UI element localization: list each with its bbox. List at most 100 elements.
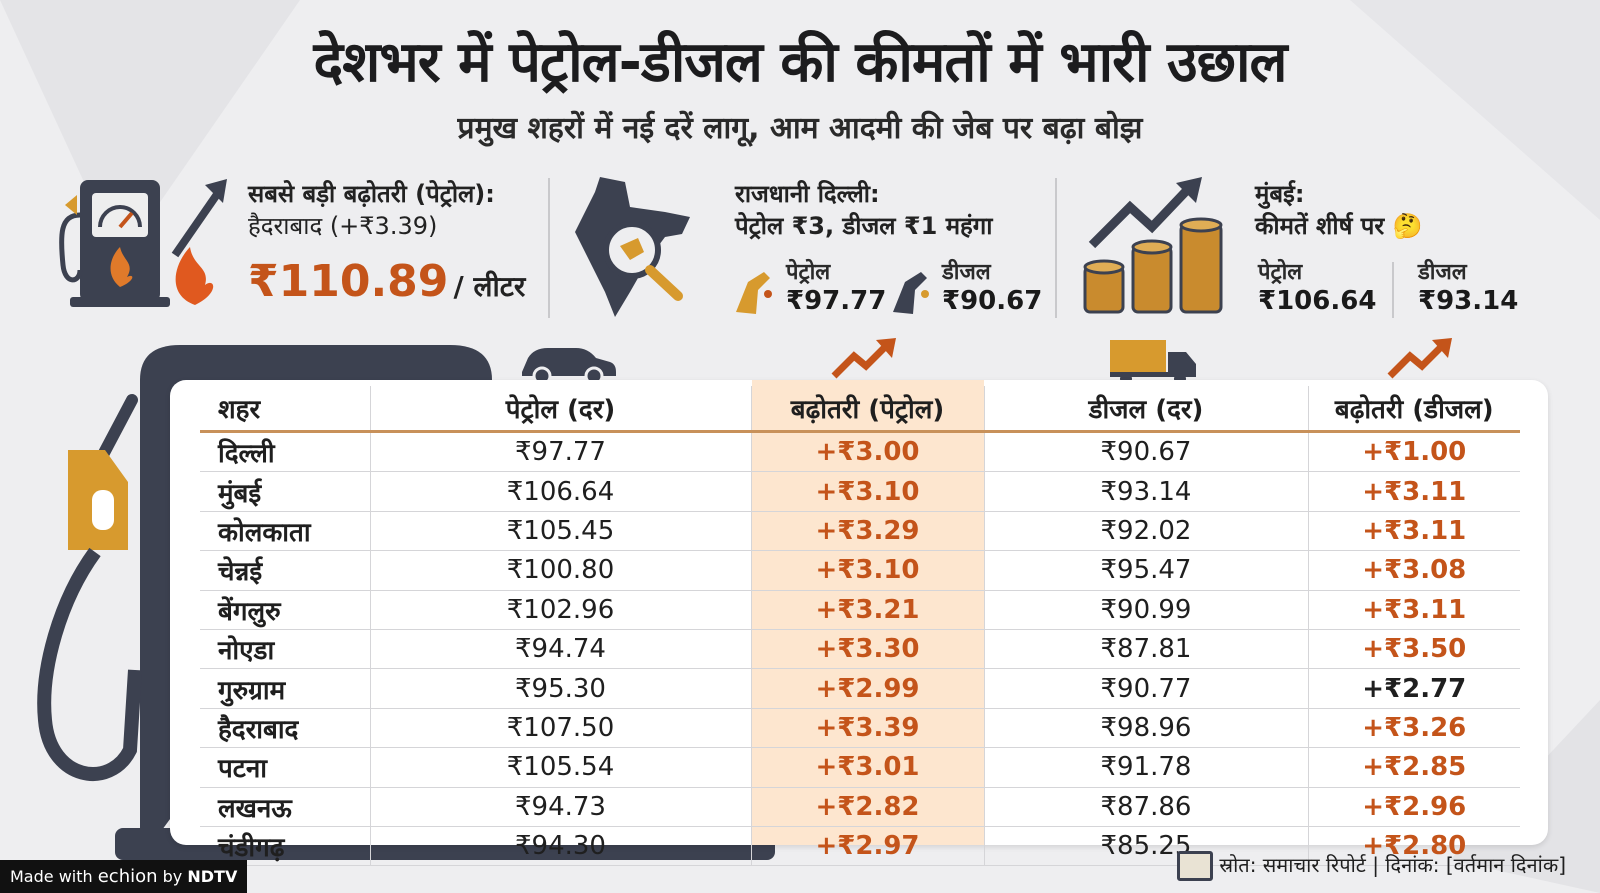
table-row: मुंबई ₹106.64 +₹3.10 ₹93.14 +₹3.11 — [200, 471, 1520, 512]
cell-diesel-increase: +₹3.08 — [1308, 550, 1520, 591]
india-map-magnifier-icon — [575, 177, 690, 317]
table-row: हैदराबाद ₹107.50 +₹3.39 ₹98.96 +₹3.26 — [200, 708, 1520, 749]
trend-up-icon — [831, 338, 896, 379]
panel-delhi-line2: पेट्रोल ₹3, डीजल ₹1 महंगा — [735, 212, 993, 240]
panel-delhi: राजधानी दिल्ली: पेट्रोल ₹3, डीजल ₹1 महंग… — [735, 172, 1045, 322]
cell-city: दिल्ली — [200, 431, 371, 473]
col-header-petrol-increase: बढ़ोतरी (पेट्रोल) — [751, 386, 985, 433]
cell-petrol-rate: ₹95.30 — [370, 668, 752, 709]
cell-diesel-rate: ₹90.99 — [984, 590, 1309, 630]
table-row: चेन्नई ₹100.80 +₹3.10 ₹95.47 +₹3.08 — [200, 550, 1520, 591]
cell-diesel-rate: ₹91.78 — [984, 747, 1309, 788]
cell-diesel-rate: ₹85.25 — [984, 826, 1309, 867]
cell-city: नोएडा — [200, 629, 371, 670]
delhi-diesel-value: ₹90.67 — [942, 286, 1043, 316]
cell-diesel-increase: +₹3.11 — [1308, 511, 1520, 552]
cell-city: हैदराबाद — [200, 708, 371, 749]
cell-diesel-rate: ₹87.81 — [984, 629, 1309, 670]
table-row: चंडीगढ़ ₹94.30 +₹2.97 ₹85.25 +₹2.80 — [200, 826, 1520, 867]
cell-diesel-increase: +₹2.96 — [1308, 787, 1520, 827]
cell-petrol-rate: ₹102.96 — [370, 590, 752, 630]
made-with-badge: Made with echion by NDTV — [0, 860, 248, 893]
cell-petrol-increase: +₹2.97 — [751, 826, 985, 867]
panel-divider — [548, 178, 550, 318]
panel-hyderabad: सबसे बड़ी बढ़ोतरी (पेट्रोल): हैदराबाद (+… — [248, 172, 548, 322]
cell-petrol-rate: ₹107.50 — [370, 708, 752, 749]
coins-growth-icon — [1083, 177, 1223, 314]
cell-petrol-rate: ₹97.77 — [370, 431, 752, 473]
cell-diesel-rate: ₹93.14 — [984, 471, 1309, 512]
cell-petrol-increase: +₹3.39 — [751, 708, 985, 749]
delhi-diesel-label: डीजल — [942, 260, 991, 285]
col-header-city: शहर — [200, 386, 371, 433]
cell-diesel-increase: +₹2.80 — [1308, 826, 1520, 867]
cell-city: पटना — [200, 747, 371, 788]
cell-diesel-rate: ₹87.86 — [984, 787, 1309, 827]
panel-hyderabad-unit: / लीटर — [453, 270, 526, 303]
panel-divider — [1055, 178, 1057, 318]
cell-city: मुंबई — [200, 471, 371, 512]
cell-city: बेंगलुरु — [200, 590, 371, 630]
price-table: शहर पेट्रोल (दर) बढ़ोतरी (पेट्रोल) डीजल … — [200, 386, 1520, 867]
mumbai-petrol-label: पेट्रोल — [1258, 260, 1303, 285]
cell-diesel-increase: +₹2.77 — [1308, 668, 1520, 709]
col-header-petrol-rate: पेट्रोल (दर) — [370, 386, 752, 433]
cell-petrol-increase: +₹2.99 — [751, 668, 985, 709]
cell-petrol-rate: ₹94.74 — [370, 629, 752, 670]
cell-diesel-increase: +₹2.85 — [1308, 747, 1520, 788]
made-with-brand: echion — [97, 866, 158, 887]
cell-diesel-rate: ₹95.47 — [984, 550, 1309, 591]
newspaper-icon — [1177, 851, 1214, 881]
mumbai-petrol: पेट्रोल ₹106.64 — [1258, 256, 1376, 316]
cell-diesel-increase: +₹3.11 — [1308, 590, 1520, 630]
table-body: दिल्ली ₹97.77 +₹3.00 ₹90.67 +₹1.00 मुंबई ₹106.… — [200, 431, 1520, 867]
cell-petrol-increase: +₹3.00 — [751, 431, 985, 473]
cell-petrol-rate: ₹94.73 — [370, 787, 752, 827]
cell-petrol-rate: ₹105.45 — [370, 511, 752, 552]
panel-mumbai-line1: मुंबई: — [1255, 180, 1305, 208]
fuel-pump-fire-icon — [59, 179, 227, 307]
panel-hyderabad-line2: हैदराबाद (+₹3.39) — [248, 212, 438, 240]
cell-city: कोलकाता — [200, 511, 371, 552]
cell-petrol-rate: ₹106.64 — [370, 471, 752, 512]
mumbai-petrol-value: ₹106.64 — [1258, 286, 1377, 316]
page-title: देशभर में पेट्रोल-डीजल की कीमतों में भार… — [313, 30, 1288, 95]
made-with-prefix: Made with — [10, 867, 93, 886]
mumbai-diesel-value: ₹93.14 — [1418, 286, 1519, 316]
delhi-petrol-label: पेट्रोल — [786, 260, 831, 285]
mumbai-diesel-label: डीजल — [1418, 260, 1467, 285]
cell-petrol-increase: +₹3.21 — [751, 590, 985, 630]
cell-petrol-increase: +₹3.29 — [751, 511, 985, 552]
truck-icon — [1110, 340, 1196, 385]
panel-hyderabad-line1: सबसे बड़ी बढ़ोतरी (पेट्रोल): — [248, 180, 495, 208]
table-row: पटना ₹105.54 +₹3.01 ₹91.78 +₹2.85 — [200, 747, 1520, 788]
cell-diesel-rate: ₹98.96 — [984, 708, 1309, 749]
cell-city: गुरुग्राम — [200, 668, 371, 709]
panel-delhi-line1: राजधानी दिल्ली: — [735, 180, 880, 208]
table-row: गुरुग्राम ₹95.30 +₹2.99 ₹90.77 +₹2.77 — [200, 668, 1520, 709]
made-with-by: by — [162, 867, 183, 886]
col-header-diesel-increase: बढ़ोतरी (डीजल) — [1308, 386, 1520, 433]
cell-petrol-increase: +₹3.01 — [751, 747, 985, 788]
mumbai-diesel: डीजल ₹93.14 — [1418, 256, 1518, 316]
table-row: दिल्ली ₹97.77 +₹3.00 ₹90.67 +₹1.00 — [200, 431, 1520, 473]
delhi-petrol-value: ₹97.77 — [786, 286, 887, 316]
cell-petrol-increase: +₹3.10 — [751, 550, 985, 591]
cell-petrol-increase: +₹3.10 — [751, 471, 985, 512]
delhi-petrol: पेट्रोल ₹97.77 — [786, 256, 886, 316]
cell-petrol-rate: ₹100.80 — [370, 550, 752, 591]
diesel-nozzle-icon — [893, 272, 929, 314]
panel-divider — [1392, 262, 1394, 318]
table-row: नोएडा ₹94.74 +₹3.30 ₹87.81 +₹3.50 — [200, 629, 1520, 670]
table-header-row: शहर पेट्रोल (दर) बढ़ोतरी (पेट्रोल) डीजल … — [200, 386, 1520, 433]
cell-city: चंडीगढ़ — [200, 826, 371, 867]
cell-petrol-increase: +₹2.82 — [751, 787, 985, 827]
table-row: लखनऊ ₹94.73 +₹2.82 ₹87.86 +₹2.96 — [200, 787, 1520, 827]
cell-diesel-rate: ₹90.77 — [984, 668, 1309, 709]
made-with-org: NDTV — [187, 867, 238, 886]
delhi-diesel: डीजल ₹90.67 — [942, 256, 1042, 316]
col-header-diesel-rate: डीजल (दर) — [984, 386, 1309, 433]
cell-petrol-increase: +₹3.30 — [751, 629, 985, 670]
page-subtitle: प्रमुख शहरों में नई दरें लागू, आम आदमी क… — [457, 111, 1143, 146]
cell-diesel-increase: +₹3.26 — [1308, 708, 1520, 749]
